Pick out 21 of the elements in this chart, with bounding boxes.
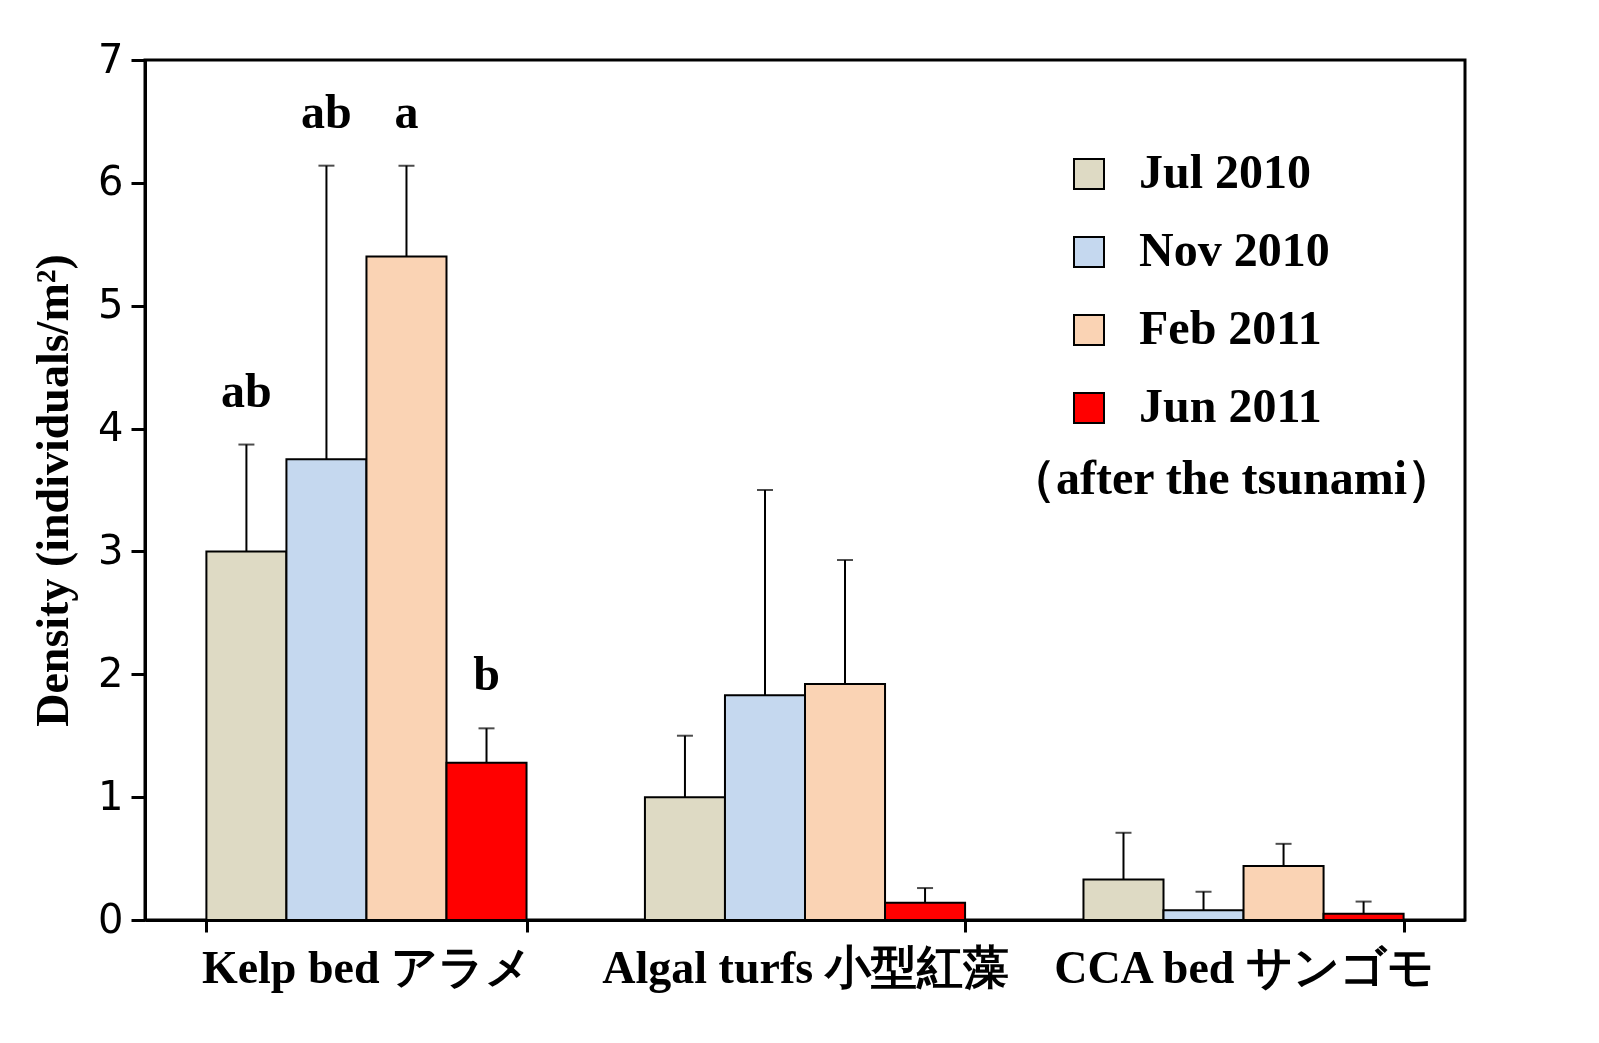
x-tick-label: Kelp bed アラメ (201, 941, 533, 993)
x-tick-label: CCA bed サンゴモ (1054, 941, 1434, 993)
annotation: ab (221, 363, 272, 417)
legend-label: Nov 2010 (1139, 223, 1330, 276)
annotation: b (473, 647, 500, 701)
y-tick-label: 1 (98, 772, 124, 819)
x-tick-label: Algal turfs 小型紅藻 (602, 941, 1009, 993)
y-tick-label: 4 (98, 404, 124, 451)
y-tick-label: 6 (98, 158, 124, 205)
y-tick-label: 5 (98, 281, 124, 328)
annotation: a (394, 84, 419, 138)
y-axis-title: Density (individuals/m²) (27, 254, 79, 727)
legend-label: Feb 2011 (1139, 301, 1322, 354)
y-tick-label: 2 (98, 649, 124, 696)
legend-label: Jul 2010 (1139, 145, 1312, 198)
y-tick-label: 7 (98, 35, 124, 82)
annotation: ab (301, 84, 352, 138)
y-tick-label: 3 (98, 526, 124, 573)
annotation: （after the tsunami） (1007, 451, 1455, 504)
y-tick-label: 0 (98, 895, 124, 942)
legend-label: Jun 2011 (1139, 379, 1322, 432)
